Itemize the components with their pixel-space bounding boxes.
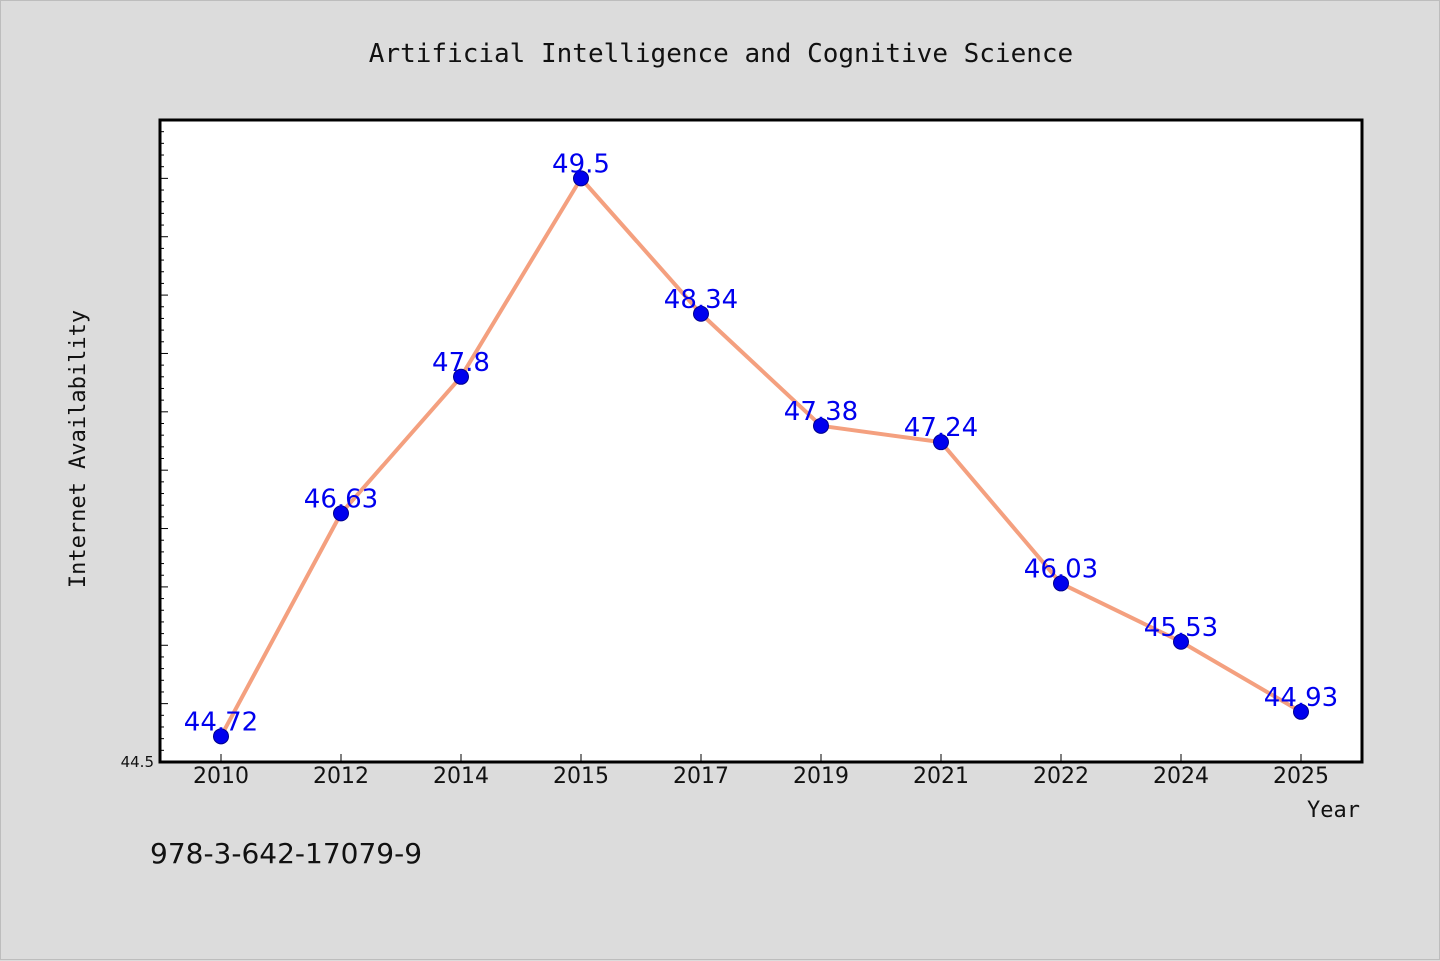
data-point xyxy=(1293,703,1309,720)
x-tick-label: 2024 xyxy=(1153,764,1209,789)
x-tick-label: 2017 xyxy=(673,764,729,789)
x-tick-label: 2025 xyxy=(1273,764,1329,789)
data-label: 47.24 xyxy=(904,413,978,443)
data-point xyxy=(453,368,469,385)
x-tick-label: 2014 xyxy=(433,764,489,789)
data-point xyxy=(573,170,589,187)
isbn-footer: 978-3-642-17079-9 xyxy=(150,837,422,870)
data-point xyxy=(933,434,949,451)
data-label: 44.72 xyxy=(184,707,258,737)
data-label: 44.93 xyxy=(1264,683,1338,713)
x-tick-label: 2022 xyxy=(1033,764,1089,789)
x-axis-title: Year xyxy=(1307,798,1360,823)
data-point xyxy=(693,305,709,322)
data-point xyxy=(213,728,229,745)
x-tick-label: 2021 xyxy=(913,764,969,789)
x-axis-ticks: 2010 2012 2014 2015 2017 2019 2021 2022 2024 2025 xyxy=(193,754,1329,789)
data-point xyxy=(1173,633,1189,650)
data-point xyxy=(333,505,349,522)
data-label: 47.8 xyxy=(432,348,490,378)
data-point xyxy=(813,417,829,434)
data-label-layer: 44.72 46.63 47.8 49.5 48.34 47.38 47.24 46.03 45… xyxy=(184,149,1338,737)
data-label: 45.53 xyxy=(1144,613,1218,643)
data-label: 48.34 xyxy=(664,285,738,315)
data-label: 47.38 xyxy=(784,397,858,427)
data-label: 46.03 xyxy=(1024,554,1098,584)
x-tick-label: 2015 xyxy=(553,764,609,789)
x-tick-label: 2012 xyxy=(313,764,369,789)
x-tick-label: 2010 xyxy=(193,764,249,789)
chart-title: Artificial Intelligence and Cognitive Sc… xyxy=(369,39,1073,69)
series-layer xyxy=(213,170,1309,745)
data-label: 46.63 xyxy=(304,484,378,514)
data-label: 49.5 xyxy=(552,149,610,179)
x-tick-label: 2019 xyxy=(793,764,849,789)
y-axis-ticks: 44.5 xyxy=(121,119,168,771)
plot-area xyxy=(158,118,1364,764)
data-point xyxy=(1053,575,1069,592)
y-tick-label: 44.5 xyxy=(121,753,154,771)
y-axis-title: Internet Availability xyxy=(66,310,91,588)
series-line xyxy=(219,176,1303,738)
